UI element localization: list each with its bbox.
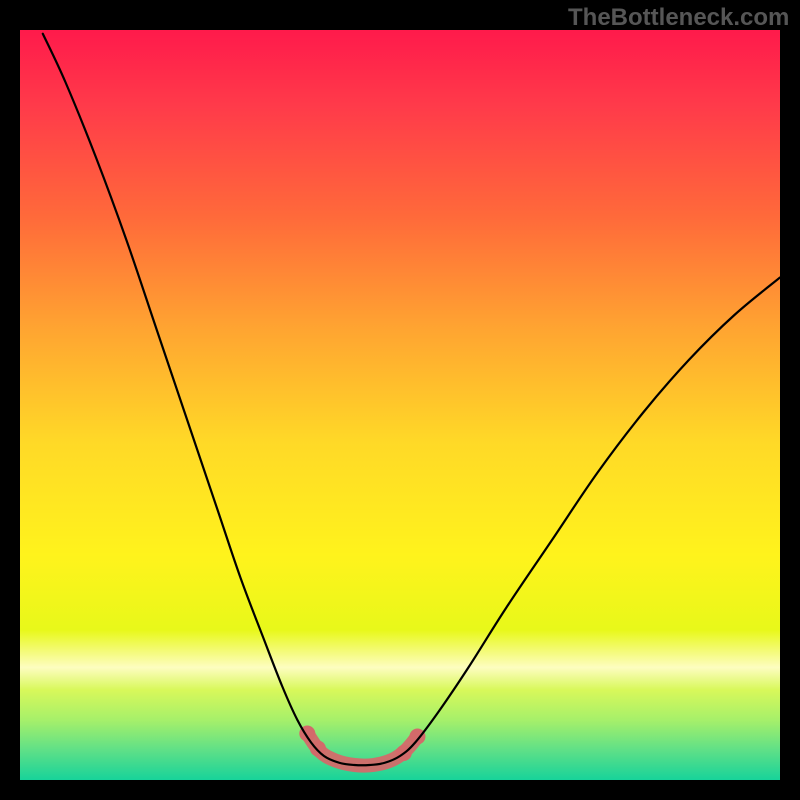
watermark-text: TheBottleneck.com (568, 4, 789, 32)
bottleneck-curve-chart (20, 30, 780, 780)
optimal-marker (409, 729, 425, 745)
chart-background (20, 30, 780, 780)
